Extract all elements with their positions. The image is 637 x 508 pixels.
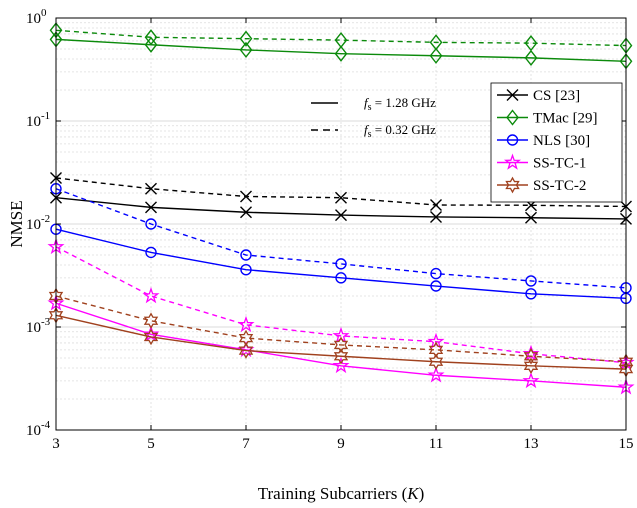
y-tick-label: 10-4 (26, 419, 51, 439)
x-tick-label: 13 (524, 436, 539, 452)
x-tick-label: 5 (147, 436, 155, 452)
y-tick-label: 10-3 (26, 316, 51, 336)
x-tick-label: 11 (429, 436, 443, 452)
line-style-label: fs = 0.32 GHz (364, 122, 436, 140)
marker (525, 288, 537, 300)
x-tick-label: 9 (337, 436, 345, 452)
marker (145, 201, 157, 214)
legend: CS [23] TMac [29] NLS [30] SS-TC-1 SS-TC-2 (490, 82, 623, 203)
marker (525, 275, 537, 287)
marker (145, 182, 157, 195)
marker (145, 246, 157, 259)
legend-label: NLS [30] (533, 133, 590, 149)
y-tick-label: 10-2 (26, 213, 50, 233)
x-tick-label: 3 (52, 436, 60, 452)
marker (524, 49, 538, 67)
marker (335, 272, 347, 284)
marker (239, 41, 253, 59)
marker (239, 30, 253, 47)
series-line (55, 38, 627, 62)
marker (335, 258, 347, 270)
x-tick-label: 15 (619, 436, 634, 452)
marker (143, 328, 159, 346)
marker (506, 89, 519, 101)
marker (523, 357, 539, 375)
y-tick-label: 100 (26, 7, 47, 27)
marker (335, 209, 347, 222)
series-tmac-29--solid (49, 31, 633, 70)
marker (506, 134, 519, 146)
legend-label: SS-TC-1 (533, 156, 586, 172)
series-line (55, 302, 627, 388)
marker (430, 210, 442, 223)
series-ss-tc-1-solid (47, 294, 635, 395)
series-line (55, 314, 627, 370)
marker (238, 342, 254, 359)
marker (429, 47, 443, 64)
marker (525, 211, 537, 224)
marker (238, 329, 254, 347)
marker (332, 356, 350, 374)
marker (522, 371, 540, 389)
marker (427, 366, 445, 383)
legend-entry: CS [23] (497, 88, 580, 104)
legend-entry: TMac [29] (497, 109, 598, 127)
line-style-legend: fs = 1.28 GHz fs = 0.32 GHz (311, 95, 436, 140)
marker (503, 153, 522, 170)
series-line (55, 246, 627, 364)
x-tick-label: 7 (242, 436, 250, 452)
ticks: 3 5 7 9 11 13 15 10-4 10-3 10-2 10-1 100 (26, 7, 634, 452)
marker (428, 341, 444, 359)
marker (333, 347, 349, 365)
marker (523, 347, 539, 365)
legend-label: SS-TC-2 (533, 178, 586, 194)
marker (430, 198, 442, 211)
marker (143, 312, 159, 330)
series-ss-tc-2-solid (48, 306, 634, 378)
marker (506, 109, 519, 126)
legend-entry: SS-TC-2 (497, 176, 586, 194)
legend-entry: NLS [30] (497, 133, 590, 149)
marker (240, 206, 252, 219)
marker (237, 315, 255, 333)
marker (240, 264, 252, 276)
marker (427, 332, 445, 349)
marker (145, 218, 157, 230)
marker (430, 280, 442, 292)
marker (505, 176, 520, 194)
y-tick-label: 10-1 (26, 110, 50, 130)
marker (428, 353, 444, 371)
legend-label: CS [23] (533, 88, 580, 104)
marker (335, 191, 347, 204)
legend-entry: SS-TC-1 (497, 153, 586, 172)
series-line (55, 295, 627, 363)
marker (144, 36, 158, 53)
marker (334, 45, 348, 62)
marker (333, 336, 349, 354)
marker (142, 287, 160, 304)
marker (240, 249, 252, 261)
marker (240, 190, 252, 203)
legend-box (490, 82, 623, 203)
line-style-label: fs = 1.28 GHz (364, 95, 436, 113)
series-line (55, 228, 627, 299)
y-axis-label: NMSE (7, 200, 26, 247)
series-line (55, 188, 627, 289)
x-axis-label: Training Subcarriers (K) (258, 484, 425, 503)
marker (430, 267, 442, 280)
legend-label: TMac [29] (533, 111, 598, 127)
